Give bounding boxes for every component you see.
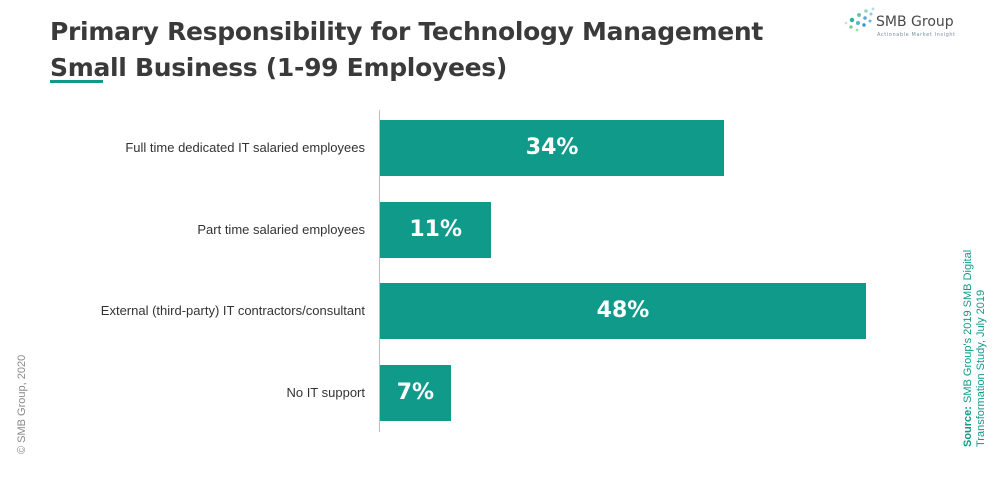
- category-label: External (third-party) IT contractors/co…: [100, 303, 365, 318]
- category-label: Part time salaried employees: [197, 221, 365, 237]
- bar: [380, 364, 451, 421]
- copyright-notice: © SMB Group, 2020: [16, 334, 126, 454]
- bar-value-label: 7%: [396, 379, 435, 405]
- title-underline: [50, 80, 103, 83]
- category-label: No IT support: [286, 384, 365, 400]
- bar: [380, 120, 725, 176]
- title-line-2: Small Business (1-99 Employees): [50, 53, 507, 82]
- chart-title: Primary Responsibility for Technology Ma…: [50, 14, 763, 86]
- bar: [380, 283, 866, 339]
- category-label: Full time dedicated IT salaried employee…: [125, 140, 365, 155]
- title-line-1: Primary Responsibility for Technology Ma…: [50, 17, 764, 46]
- bar-value-label: 11%: [409, 216, 463, 242]
- logo-name: SMB Group: [876, 14, 954, 30]
- bar: [380, 201, 492, 258]
- copyright-text: © SMB Group, 2020: [16, 354, 28, 454]
- bar-value-label: 48%: [596, 298, 650, 323]
- smb-group-logo-icon: [844, 7, 875, 32]
- bar-value-label: 34%: [525, 135, 579, 160]
- source-note: Source: SMB Group's 2019 SMB Digital Tra…: [962, 207, 988, 447]
- logo-tagline: Actionable Market Insight: [877, 32, 956, 38]
- source-prefix: Source:: [962, 406, 974, 447]
- category-axis-line: [379, 110, 380, 432]
